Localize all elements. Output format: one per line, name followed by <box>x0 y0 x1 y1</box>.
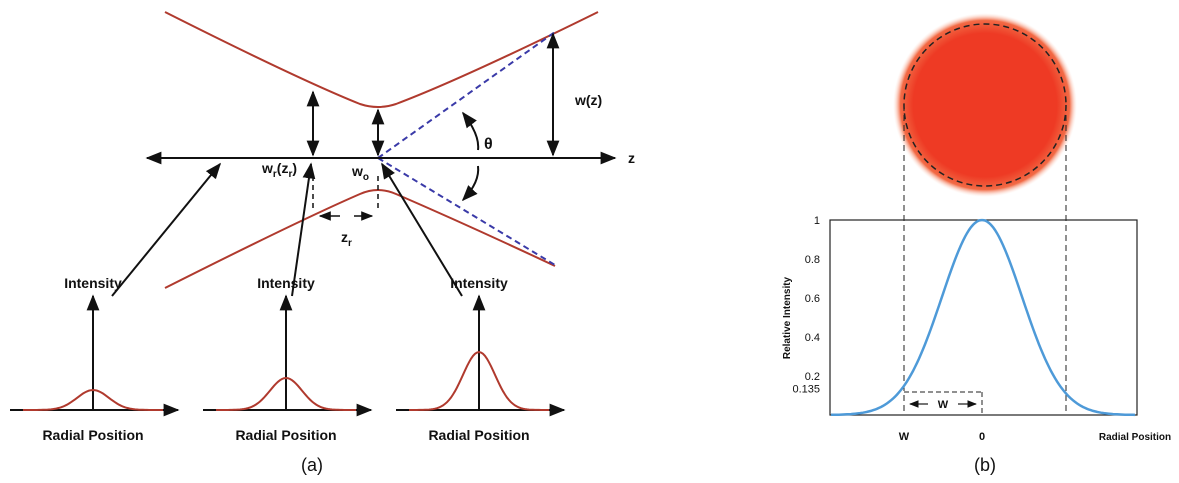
y-tick-label: 0.8 <box>805 254 820 266</box>
rayleigh-range-label: zr <box>341 229 352 249</box>
caption: (b) <box>974 455 996 475</box>
caption: (a) <box>301 455 323 475</box>
x-axis-label: Radial Position <box>1099 432 1171 443</box>
plot-frame <box>829 219 1138 416</box>
profile-x-label: Radial Position <box>42 427 143 443</box>
profile-y-label: Intensity <box>257 275 315 291</box>
rayleigh-width-label: wr(zr) <box>261 160 297 180</box>
y-tick-label: 0.6 <box>805 293 820 305</box>
profile-x-label: Radial Position <box>235 427 336 443</box>
y-axis-label: Relative Intensity <box>782 276 793 359</box>
axis-label: z <box>628 150 635 166</box>
asymptote <box>377 157 556 266</box>
angle-arc <box>462 111 480 151</box>
profile-curve <box>216 376 356 411</box>
label-sub: r <box>273 169 277 180</box>
label-part: z <box>341 229 348 245</box>
pointer-arrow <box>381 162 463 297</box>
label-sub: r <box>288 169 292 180</box>
asymptote <box>377 31 556 159</box>
panel-a: z w(z) θ wo wr(zr) zr (a) IntensityRadia… <box>10 11 635 475</box>
beam-upper <box>164 11 599 108</box>
pointer-arrow <box>291 162 316 297</box>
angle-arc <box>461 165 480 202</box>
label-sub: r <box>348 238 352 249</box>
label-sub: o <box>363 172 369 183</box>
beam-width-label: w(z) <box>574 92 602 108</box>
y-tick-label: 0.4 <box>805 332 820 344</box>
y-tick-label: 0.2 <box>805 371 820 383</box>
beam-lower <box>164 189 556 289</box>
profile-curve <box>23 388 163 411</box>
x-tick-label: 0 <box>979 431 985 443</box>
label-part: (z <box>277 160 289 176</box>
y-tick-label: 1 <box>814 215 820 227</box>
panel-b: W W 0 Radial Position Relative Intensity… <box>782 13 1171 475</box>
beam-spot <box>893 13 1077 197</box>
angle-label: θ <box>484 136 493 153</box>
width-label: W <box>938 399 949 411</box>
profile-curve <box>409 350 549 411</box>
x-tick-label: W <box>899 431 910 443</box>
profile-x-label: Radial Position <box>428 427 529 443</box>
pointer-arrow <box>111 162 222 297</box>
y-tick-label: 0.135 <box>792 384 820 396</box>
label-part: ) <box>292 160 297 176</box>
waist-label: wo <box>351 163 369 183</box>
profile-y-label: Intensity <box>450 275 508 291</box>
profile-y-label: Intensity <box>64 275 122 291</box>
label-part: w <box>261 160 273 176</box>
gaussian-curve <box>831 218 1136 417</box>
label-part: w <box>351 163 363 179</box>
